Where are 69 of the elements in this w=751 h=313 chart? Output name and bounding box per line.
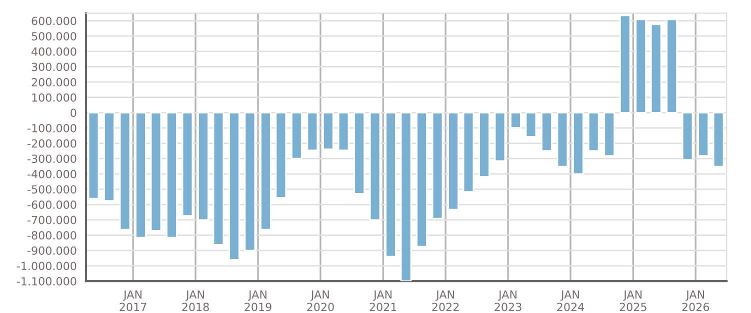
bar bbox=[525, 112, 537, 138]
x-tick-label: JAN 2018 bbox=[182, 290, 209, 312]
bar bbox=[666, 18, 678, 114]
bar bbox=[400, 112, 412, 282]
y-tick-label: 600.000 bbox=[32, 16, 76, 26]
y-tick-label: -200.000 bbox=[28, 139, 76, 148]
bar bbox=[604, 112, 616, 157]
bar bbox=[135, 112, 146, 238]
x-tick-label: JAN 2022 bbox=[432, 290, 459, 312]
bar bbox=[88, 112, 100, 200]
bar bbox=[369, 112, 381, 221]
y-tick-label: -1.100.000 bbox=[16, 277, 76, 286]
bar bbox=[104, 112, 115, 202]
bar bbox=[572, 112, 584, 175]
x-tick-label: JAN 2026 bbox=[682, 290, 710, 312]
bar bbox=[306, 112, 318, 152]
y-tick-label: -600.000 bbox=[28, 200, 76, 209]
bar bbox=[322, 112, 334, 150]
bar bbox=[150, 112, 162, 232]
bar bbox=[385, 112, 396, 258]
y-tick-label: -300.000 bbox=[28, 154, 76, 163]
x-tick-label: JAN 2017 bbox=[120, 290, 146, 312]
x-tick-label: JAN 2020 bbox=[307, 290, 334, 312]
bar bbox=[478, 112, 490, 178]
bar bbox=[244, 112, 256, 252]
bar bbox=[198, 112, 209, 221]
bar bbox=[291, 112, 302, 160]
bar bbox=[228, 112, 240, 260]
y-tick-label: -700.000 bbox=[28, 216, 76, 224]
bar bbox=[448, 112, 459, 210]
x-tick-label: JAN 2023 bbox=[494, 290, 522, 312]
y-tick-label: 0 bbox=[70, 108, 76, 118]
y-tick-label: 400.000 bbox=[32, 47, 76, 56]
bar bbox=[354, 112, 365, 194]
bar bbox=[635, 18, 647, 114]
y-tick-label: 100.000 bbox=[32, 93, 76, 102]
x-tick-label: JAN 2025 bbox=[620, 290, 646, 312]
bar bbox=[650, 24, 662, 114]
y-tick-label: -1.000.000 bbox=[16, 262, 76, 270]
bar bbox=[275, 112, 287, 198]
bar bbox=[619, 14, 631, 114]
bar bbox=[698, 112, 709, 157]
bar bbox=[462, 112, 474, 192]
x-tick-label: JAN 2019 bbox=[244, 290, 272, 312]
x-tick-label: JAN 2021 bbox=[370, 290, 396, 312]
bar bbox=[588, 112, 600, 152]
x-tick-label: JAN 2024 bbox=[557, 290, 584, 312]
bar bbox=[432, 112, 444, 220]
y-tick-label: -400.000 bbox=[28, 170, 76, 178]
bar bbox=[682, 112, 694, 161]
bar bbox=[212, 112, 224, 246]
bar bbox=[510, 112, 522, 128]
y-tick-label: 300.000 bbox=[32, 62, 76, 72]
y-tick-label: -900.000 bbox=[28, 246, 76, 255]
bar bbox=[166, 112, 178, 238]
y-tick-label: -500.000 bbox=[28, 185, 76, 194]
bar bbox=[712, 112, 724, 168]
bar bbox=[416, 112, 428, 248]
bar bbox=[541, 112, 552, 152]
y-tick-label: 500.000 bbox=[32, 32, 76, 40]
bar bbox=[182, 112, 194, 216]
bar bbox=[338, 112, 350, 152]
bar bbox=[556, 112, 568, 168]
y-tick-label: 200.000 bbox=[32, 78, 76, 86]
bar bbox=[494, 112, 506, 162]
y-tick-label: -800.000 bbox=[28, 231, 76, 240]
y-tick-label: -100.000 bbox=[28, 124, 76, 132]
bar bbox=[260, 112, 272, 230]
bar bbox=[119, 112, 131, 230]
